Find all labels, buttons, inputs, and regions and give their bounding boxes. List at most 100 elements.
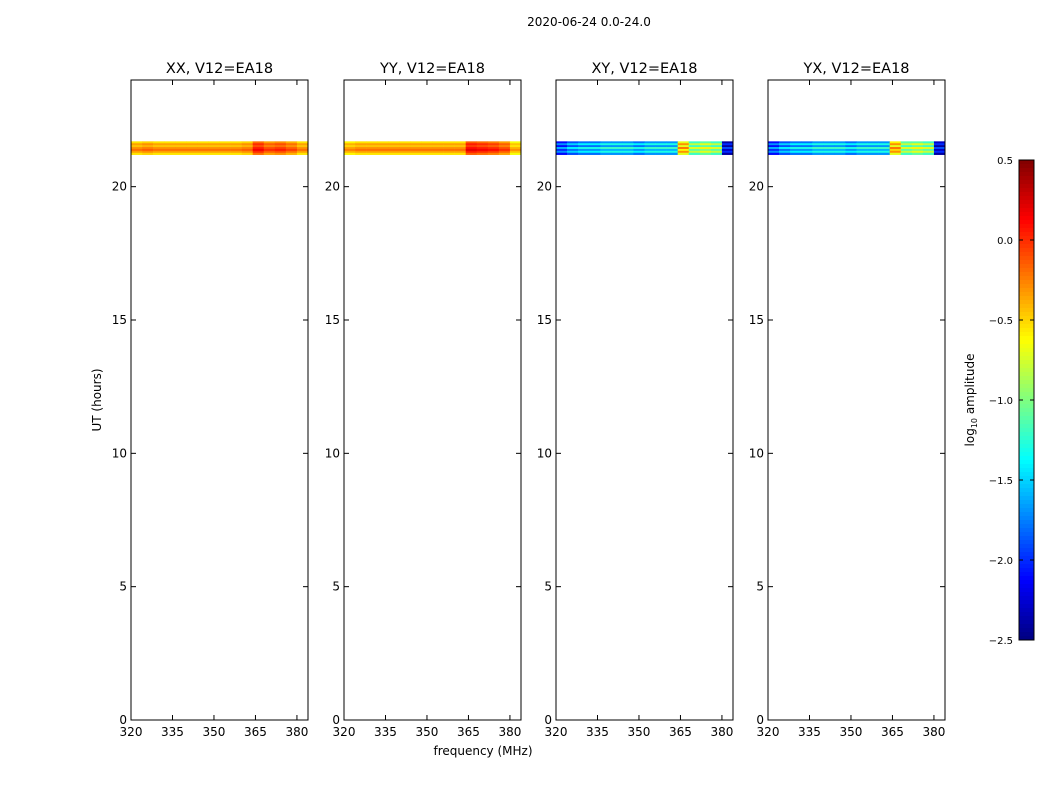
heatmap-cell xyxy=(878,148,890,152)
heatmap-cell xyxy=(366,148,378,152)
heatmap-cell xyxy=(812,152,824,155)
heatmap-cell xyxy=(710,145,723,148)
heatmap-cell xyxy=(388,143,400,146)
heatmap-cell xyxy=(241,145,253,148)
colorbar-segment xyxy=(1019,508,1034,513)
heatmap-cell xyxy=(845,143,857,146)
colorbar-tick-label: 0.5 xyxy=(997,156,1013,167)
heatmap-cell xyxy=(933,143,946,146)
heatmap-cell xyxy=(241,150,253,154)
heatmap-cell xyxy=(790,147,802,150)
heatmap-cell xyxy=(410,152,422,155)
colorbar-segment xyxy=(1019,580,1034,585)
heatmap-cell xyxy=(889,145,902,148)
heatmap-cell xyxy=(878,152,890,155)
y-tick-label: 20 xyxy=(749,180,764,194)
heatmap-cell xyxy=(296,148,309,152)
colorbar-segment xyxy=(1019,516,1034,521)
heatmap-cell xyxy=(164,141,176,144)
heatmap-cell xyxy=(622,152,634,155)
heatmap-cell xyxy=(922,145,935,148)
heatmap-cell xyxy=(556,152,568,155)
heatmap-cell xyxy=(790,152,802,155)
heatmap-cell xyxy=(377,143,389,146)
x-tick-label: 365 xyxy=(881,725,904,739)
heatmap-cell xyxy=(633,148,645,152)
heatmap-cell xyxy=(911,148,924,152)
heatmap-cell xyxy=(768,148,780,152)
heatmap-cell xyxy=(878,147,890,150)
colorbar-segment xyxy=(1019,464,1034,469)
colorbar-segment xyxy=(1019,236,1034,241)
heatmap-cell xyxy=(263,148,276,152)
x-tick-label: 380 xyxy=(285,725,308,739)
heatmap-cell xyxy=(556,141,568,144)
x-tick-label: 380 xyxy=(710,725,733,739)
heatmap-cell xyxy=(153,152,165,155)
colorbar-segment xyxy=(1019,184,1034,189)
colorbar-segment xyxy=(1019,168,1034,173)
colorbar-segment xyxy=(1019,348,1034,353)
heatmap-cell xyxy=(622,145,634,148)
heatmap-cell xyxy=(677,143,690,146)
colorbar-segment xyxy=(1019,628,1034,633)
heatmap-cell xyxy=(721,143,734,146)
heatmap-cell xyxy=(344,143,356,146)
heatmap-cell xyxy=(377,148,389,152)
heatmap-cell xyxy=(812,147,824,150)
colorbar-tick-label: −1.5 xyxy=(989,476,1013,487)
heatmap-cell xyxy=(208,148,220,152)
heatmap-cell xyxy=(476,148,489,152)
colorbar-segment xyxy=(1019,372,1034,377)
heatmap-cell xyxy=(252,147,265,150)
heatmap-cell xyxy=(768,147,780,150)
heatmap-cell xyxy=(823,145,835,148)
heatmap-cell xyxy=(768,150,780,154)
heatmap-cell xyxy=(388,147,400,150)
axes-frame xyxy=(343,79,522,721)
colorbar-segment xyxy=(1019,356,1034,361)
colorbar-segment xyxy=(1019,220,1034,225)
y-tick-label: 5 xyxy=(544,580,552,594)
heatmap-cell xyxy=(790,145,802,148)
colorbar-segment xyxy=(1019,196,1034,201)
heatmap-cell xyxy=(355,150,367,154)
heatmap-cell xyxy=(578,145,590,148)
heatmap-cell xyxy=(186,152,198,155)
heatmap-cell xyxy=(208,145,220,148)
colorbar-segment xyxy=(1019,568,1034,573)
heatmap-cell xyxy=(845,148,857,152)
heatmap-cell xyxy=(443,147,455,150)
colorbar-segment xyxy=(1019,596,1034,601)
heatmap-cell xyxy=(175,143,187,146)
heatmap-cell xyxy=(344,148,356,152)
heatmap-cell xyxy=(801,143,813,146)
colorbar-segment xyxy=(1019,544,1034,549)
colorbar-segment xyxy=(1019,384,1034,389)
heatmap-cell xyxy=(812,150,824,154)
heatmap-cell xyxy=(622,147,634,150)
heatmap-cell xyxy=(856,143,868,146)
colorbar-segment xyxy=(1019,540,1034,545)
heatmap-cell xyxy=(476,141,489,144)
heatmap-cell xyxy=(432,150,444,154)
heatmap-cell xyxy=(186,150,198,154)
heatmap-cell xyxy=(666,145,678,148)
heatmap-cell xyxy=(768,145,780,148)
heatmap-cell xyxy=(611,150,623,154)
colorbar-tick-label: 0.0 xyxy=(997,236,1013,247)
heatmap-cell xyxy=(790,143,802,146)
heatmap-cell xyxy=(867,150,879,154)
colorbar-segment xyxy=(1019,212,1034,217)
x-tick-label: 335 xyxy=(374,725,397,739)
heatmap-cell xyxy=(355,143,367,146)
heatmap-cell xyxy=(175,147,187,150)
x-tick-label: 320 xyxy=(333,725,356,739)
heatmap-cell xyxy=(878,145,890,148)
heatmap-cell xyxy=(688,148,701,152)
heatmap-cell xyxy=(922,147,935,150)
heatmap-cell xyxy=(677,145,690,148)
colorbar-segment xyxy=(1019,468,1034,473)
heatmap-cell xyxy=(131,147,143,150)
heatmap-cell xyxy=(432,141,444,144)
